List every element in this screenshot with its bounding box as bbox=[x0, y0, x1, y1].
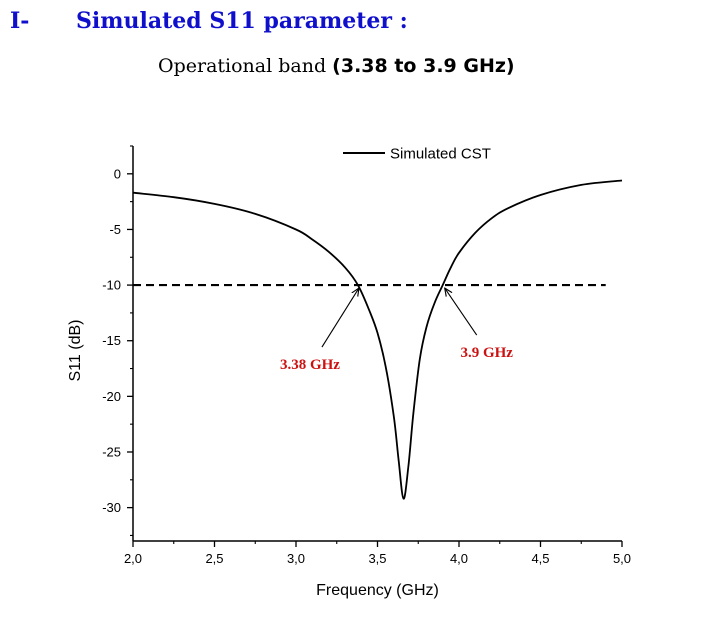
x-tick-label: 2,5 bbox=[205, 551, 223, 566]
band-subheading: Operational band (3.38 to 3.9 GHz) bbox=[158, 55, 515, 77]
y-axis-title: S11 (dB) bbox=[67, 320, 84, 382]
y-tick-label: -25 bbox=[102, 444, 121, 459]
band-range: (3.38 to 3.9 GHz) bbox=[332, 55, 515, 77]
y-tick-label: -20 bbox=[102, 389, 121, 404]
x-tick-label: 2,0 bbox=[124, 551, 142, 566]
annotation-arrow bbox=[445, 288, 478, 336]
section-heading: I- Simulated S11 parameter : bbox=[10, 8, 408, 34]
x-tick-label: 5,0 bbox=[613, 551, 631, 566]
x-tick-label: 4,5 bbox=[531, 551, 549, 566]
legend-label-simulated-cst: Simulated CST bbox=[390, 146, 491, 163]
section-number: I- bbox=[10, 8, 30, 34]
y-tick-label: 0 bbox=[114, 166, 121, 181]
annotation-label: 3.38 GHz bbox=[280, 357, 340, 373]
y-tick-label: -10 bbox=[102, 278, 121, 293]
x-tick-label: 3,0 bbox=[287, 551, 305, 566]
annotation-arrow bbox=[321, 288, 359, 348]
band-prefix: Operational band bbox=[158, 55, 327, 77]
y-tick-label: -15 bbox=[102, 333, 121, 348]
y-tick-label: -5 bbox=[109, 222, 121, 237]
x-tick-label: 4,0 bbox=[450, 551, 468, 566]
series-line-simulated-cst bbox=[132, 179, 623, 500]
x-tick-label: 3,5 bbox=[368, 551, 386, 566]
annotation-label: 3.9 GHz bbox=[460, 345, 513, 361]
section-title: Simulated S11 parameter : bbox=[76, 8, 408, 34]
y-tick-label: -30 bbox=[102, 500, 121, 515]
x-axis-title: Frequency (GHz) bbox=[316, 582, 439, 599]
